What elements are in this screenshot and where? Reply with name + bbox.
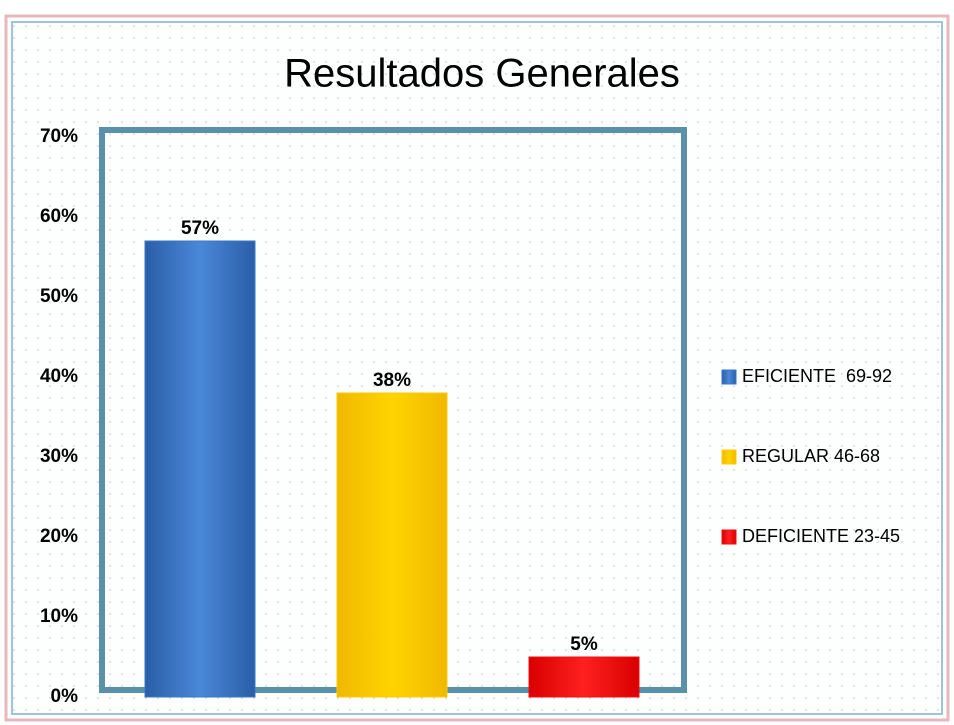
y-tick-label: 60% xyxy=(40,206,78,227)
y-tick-label: 30% xyxy=(40,446,78,467)
bar xyxy=(144,240,256,698)
chart-title: Resultados Generales xyxy=(284,52,680,96)
y-tick-label: 70% xyxy=(40,126,78,147)
legend-label: REGULAR 46-68 xyxy=(742,446,880,466)
y-tick-label: 40% xyxy=(40,366,78,387)
value-label: 57% xyxy=(181,218,219,239)
y-tick-label: 50% xyxy=(40,286,78,307)
legend-swatch xyxy=(721,369,737,385)
y-tick-label: 0% xyxy=(51,686,79,707)
legend-label: EFICIENTE 69-92 xyxy=(742,366,892,386)
legend-label: DEFICIENTE 23-45 xyxy=(742,526,900,546)
bar xyxy=(336,392,448,698)
y-tick-label: 10% xyxy=(40,606,78,627)
legend-swatch xyxy=(721,449,737,465)
value-label: 38% xyxy=(373,370,411,391)
bar xyxy=(528,656,640,698)
legend-swatch xyxy=(721,529,737,545)
value-label: 5% xyxy=(570,634,598,655)
y-tick-label: 20% xyxy=(40,526,78,547)
